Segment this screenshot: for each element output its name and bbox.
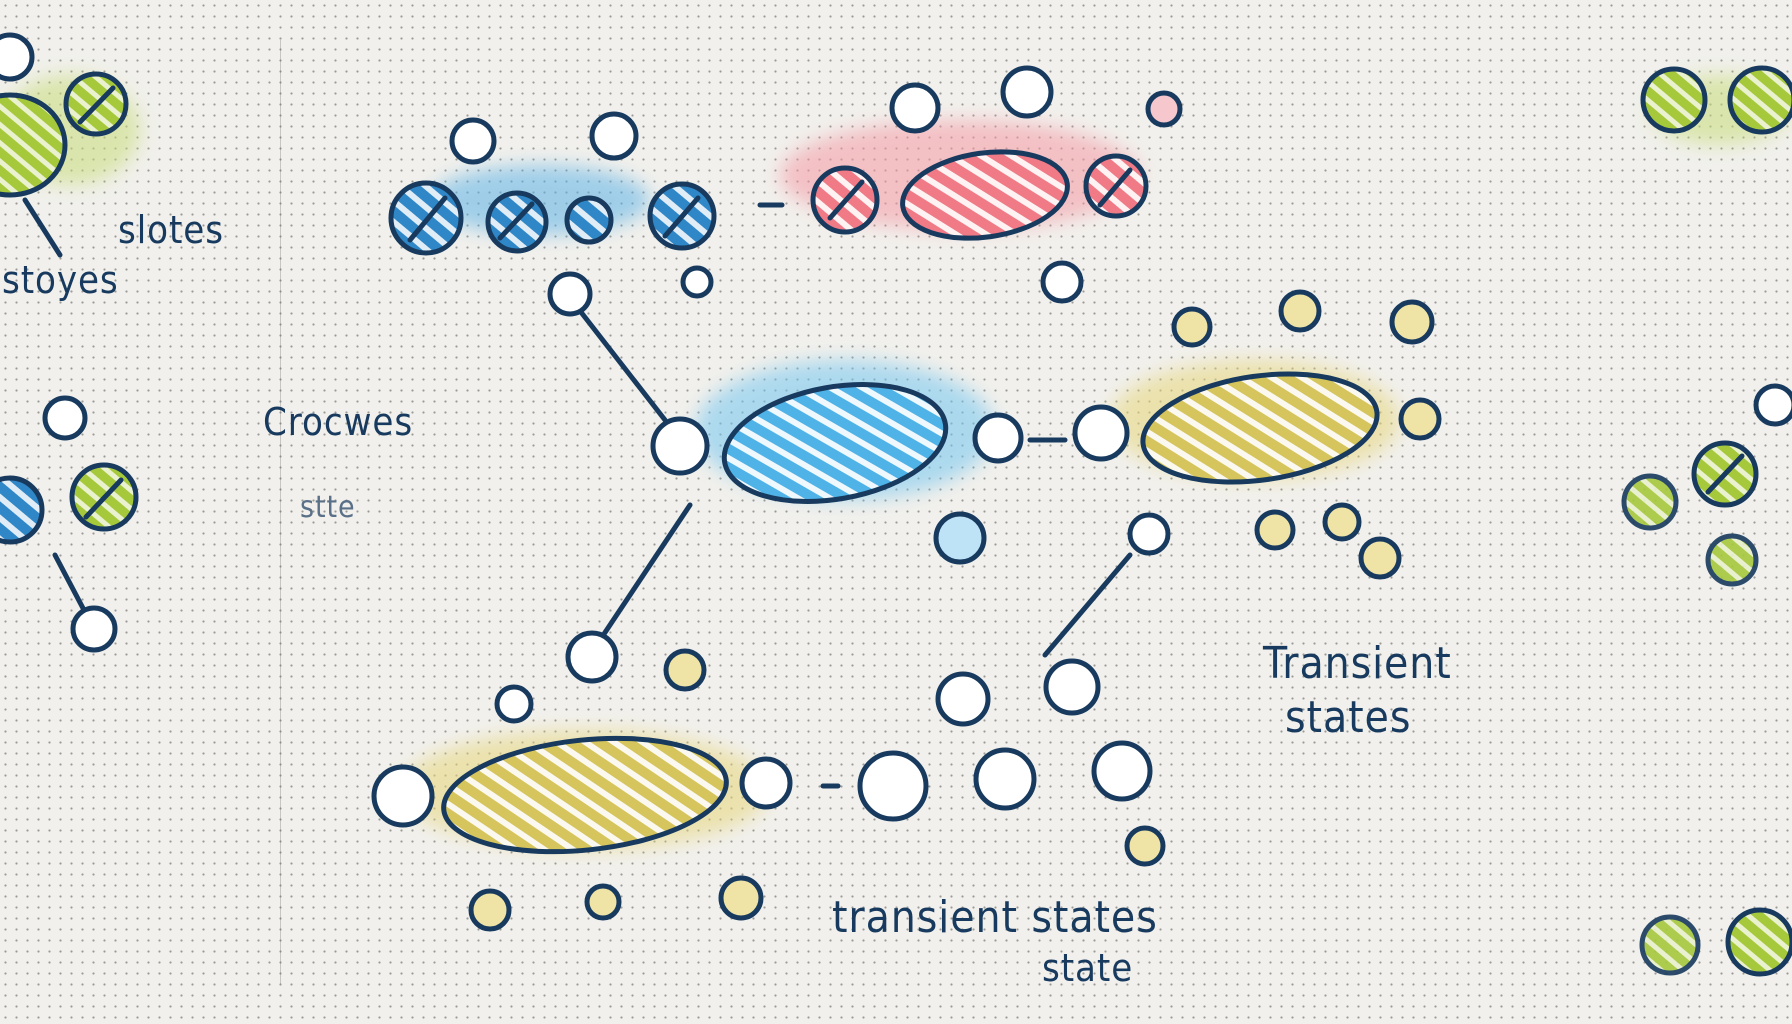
- yellow-node-3: [1389, 299, 1435, 345]
- state-node: [889, 82, 941, 134]
- yellow-node-9: [1124, 825, 1166, 867]
- edge-lightblue-to-bottom: [597, 502, 693, 643]
- state-node: [972, 412, 1024, 464]
- label-transient-right-line2: states: [1285, 692, 1412, 743]
- yellow-node-8: [663, 648, 707, 692]
- label-transient-bottom-sub: state: [1042, 946, 1134, 990]
- state-node: [1043, 658, 1101, 716]
- state-node: [371, 764, 435, 828]
- light-blue-state-oval: [721, 382, 949, 504]
- state-node: [1127, 512, 1171, 556]
- state-node: [1072, 404, 1130, 462]
- state-node: [1091, 740, 1153, 802]
- label-transient-bottom: transient states: [832, 892, 1158, 943]
- state-node: [1145, 90, 1183, 128]
- blue-node-left-edge: [0, 475, 45, 545]
- label-crocwes: Crocwes: [263, 400, 414, 444]
- light-blue-node: [933, 511, 987, 565]
- edge-yellow-to-bottom: [1042, 552, 1133, 658]
- edges: [22, 197, 1133, 789]
- state-node: [589, 111, 639, 161]
- state-node: [70, 605, 118, 653]
- state-node: [973, 747, 1037, 811]
- green-node-6: [1621, 473, 1679, 531]
- state-node: [42, 395, 88, 441]
- green-node-8: [1639, 914, 1701, 976]
- state-node: [739, 756, 793, 810]
- state-node: [1000, 65, 1054, 119]
- yellow-node-4: [1398, 397, 1442, 441]
- state-node: [0, 32, 35, 82]
- green-node-9: [1725, 907, 1792, 977]
- left-margin-line: [280, 40, 281, 984]
- yellow-state-oval-right: [1140, 371, 1380, 485]
- label-stoyes: stoyes: [2, 258, 119, 302]
- state-node: [565, 630, 619, 684]
- blue-node-3: [564, 195, 614, 245]
- edge-blue-to-lightblue: [567, 295, 668, 423]
- label-slotes: slotes: [118, 208, 224, 252]
- state-node: [680, 265, 714, 299]
- yellow-node-7: [1358, 536, 1402, 580]
- edge-left-bottom: [52, 552, 88, 615]
- open-states: [0, 32, 1792, 828]
- state-node: [1040, 260, 1084, 304]
- state-node: [1753, 383, 1792, 427]
- green-node-7: [1705, 533, 1759, 587]
- hatched-states: [0, 92, 1380, 855]
- state-node: [547, 271, 593, 317]
- yellow-node-10: [718, 875, 764, 921]
- yellow-node-6: [1322, 502, 1362, 542]
- yellow-node-12: [468, 888, 512, 932]
- edge-left-top: [22, 197, 63, 258]
- label-crocwes-sub: stte: [300, 490, 356, 525]
- label-transient-right-line1: Transient: [1263, 638, 1452, 689]
- yellow-node-11: [584, 883, 622, 921]
- state-node: [650, 416, 710, 476]
- yellow-node-1: [1171, 306, 1213, 348]
- yellow-state-oval-bottom: [441, 735, 729, 855]
- green-node-3: [1640, 66, 1708, 134]
- state-node: [935, 671, 991, 727]
- yellow-node-2: [1278, 289, 1322, 333]
- yellow-node-5: [1254, 509, 1296, 551]
- red-transient-oval: [900, 149, 1070, 241]
- state-node: [857, 750, 929, 822]
- green-node-4: [1727, 65, 1792, 135]
- state-node: [494, 684, 534, 724]
- state-node: [449, 117, 497, 165]
- green-state-oval-left: [0, 92, 68, 198]
